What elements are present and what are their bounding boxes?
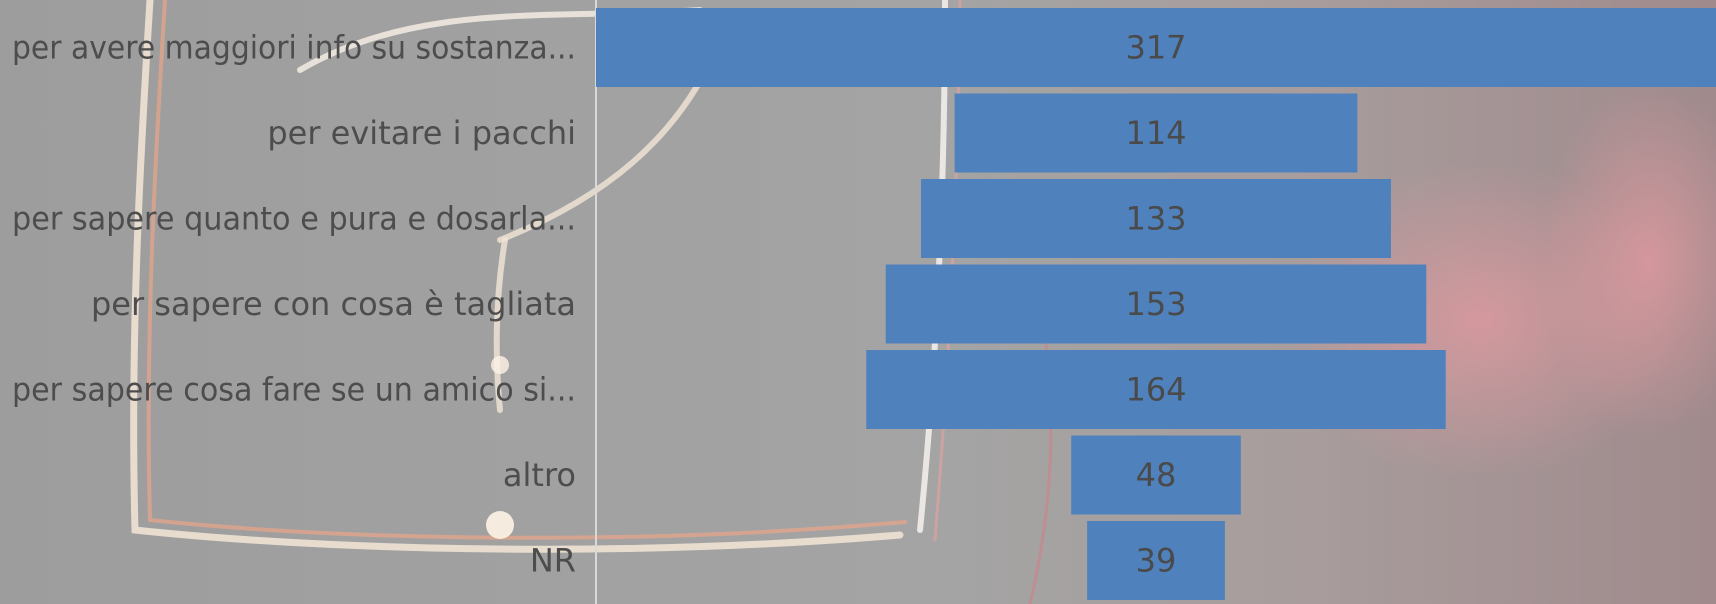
bar-1 — [954, 93, 1358, 173]
value-label-4: 164 — [1125, 371, 1186, 409]
value-label-3: 153 — [1125, 285, 1186, 323]
value-label-5: 48 — [1136, 456, 1177, 494]
category-labels-layer: per avere maggiori info su sostanza... pe… — [12, 29, 576, 580]
bars-layer — [596, 8, 1716, 600]
value-label-0: 317 — [1125, 29, 1186, 67]
bar-0 — [596, 8, 1716, 87]
bar-6 — [1087, 521, 1225, 600]
category-label-3: per sapere con cosa è tagliata — [91, 285, 576, 323]
bar-5 — [1071, 435, 1241, 515]
value-label-2: 133 — [1125, 200, 1186, 238]
category-label-2: per sapere quanto e pura e dosarla... — [12, 200, 576, 238]
category-label-5: altro — [503, 456, 576, 494]
category-label-0: per avere maggiori info su sostanza... — [12, 29, 576, 67]
bar-2 — [921, 179, 1391, 258]
value-labels-layer: 317 114 133 153 164 48 39 — [1125, 29, 1186, 580]
bar-3 — [885, 264, 1427, 344]
bar-4 — [866, 350, 1446, 429]
category-label-1: per evitare i pacchi — [267, 114, 576, 152]
value-label-1: 114 — [1125, 114, 1186, 152]
category-label-4: per sapere cosa fare se un amico si... — [12, 371, 576, 409]
value-label-6: 39 — [1136, 542, 1177, 580]
category-label-6: NR — [530, 542, 576, 580]
